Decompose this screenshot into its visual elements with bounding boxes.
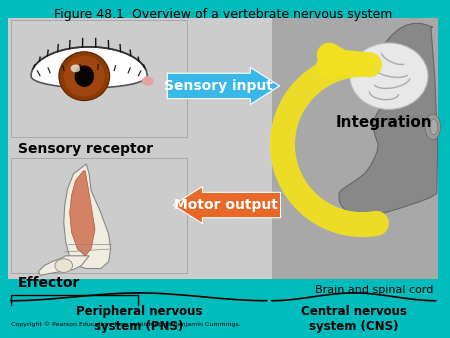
Polygon shape xyxy=(339,23,438,215)
Polygon shape xyxy=(70,171,95,256)
Ellipse shape xyxy=(142,76,153,86)
Text: Sensory input: Sensory input xyxy=(164,79,272,93)
Bar xyxy=(272,18,438,279)
Ellipse shape xyxy=(59,52,110,101)
Bar xyxy=(11,20,187,137)
Ellipse shape xyxy=(64,56,105,97)
FancyArrow shape xyxy=(173,187,280,224)
Text: Integration: Integration xyxy=(336,115,432,129)
Ellipse shape xyxy=(75,66,94,87)
Text: Sensory receptor: Sensory receptor xyxy=(18,142,153,155)
Ellipse shape xyxy=(350,43,428,110)
Bar xyxy=(11,158,187,273)
Polygon shape xyxy=(64,164,111,268)
Text: Motor output: Motor output xyxy=(174,198,278,212)
Polygon shape xyxy=(38,256,89,275)
FancyArrow shape xyxy=(167,67,279,104)
Text: Copyright © Pearson Education, Inc., publishing as Benjamin Cummings.: Copyright © Pearson Education, Inc., pub… xyxy=(11,321,241,327)
Polygon shape xyxy=(31,47,147,88)
Text: Central nervous
system (CNS): Central nervous system (CNS) xyxy=(301,305,407,333)
Text: Figure 48.1  Overview of a vertebrate nervous system: Figure 48.1 Overview of a vertebrate ner… xyxy=(54,8,392,21)
Ellipse shape xyxy=(430,119,438,135)
Text: Brain and spinal cord: Brain and spinal cord xyxy=(315,285,433,295)
Text: Peripheral nervous
system (PNS): Peripheral nervous system (PNS) xyxy=(76,305,202,333)
Ellipse shape xyxy=(425,114,441,140)
Ellipse shape xyxy=(71,65,81,72)
Bar xyxy=(8,18,272,279)
Ellipse shape xyxy=(55,259,72,272)
Text: Effector: Effector xyxy=(18,276,80,290)
